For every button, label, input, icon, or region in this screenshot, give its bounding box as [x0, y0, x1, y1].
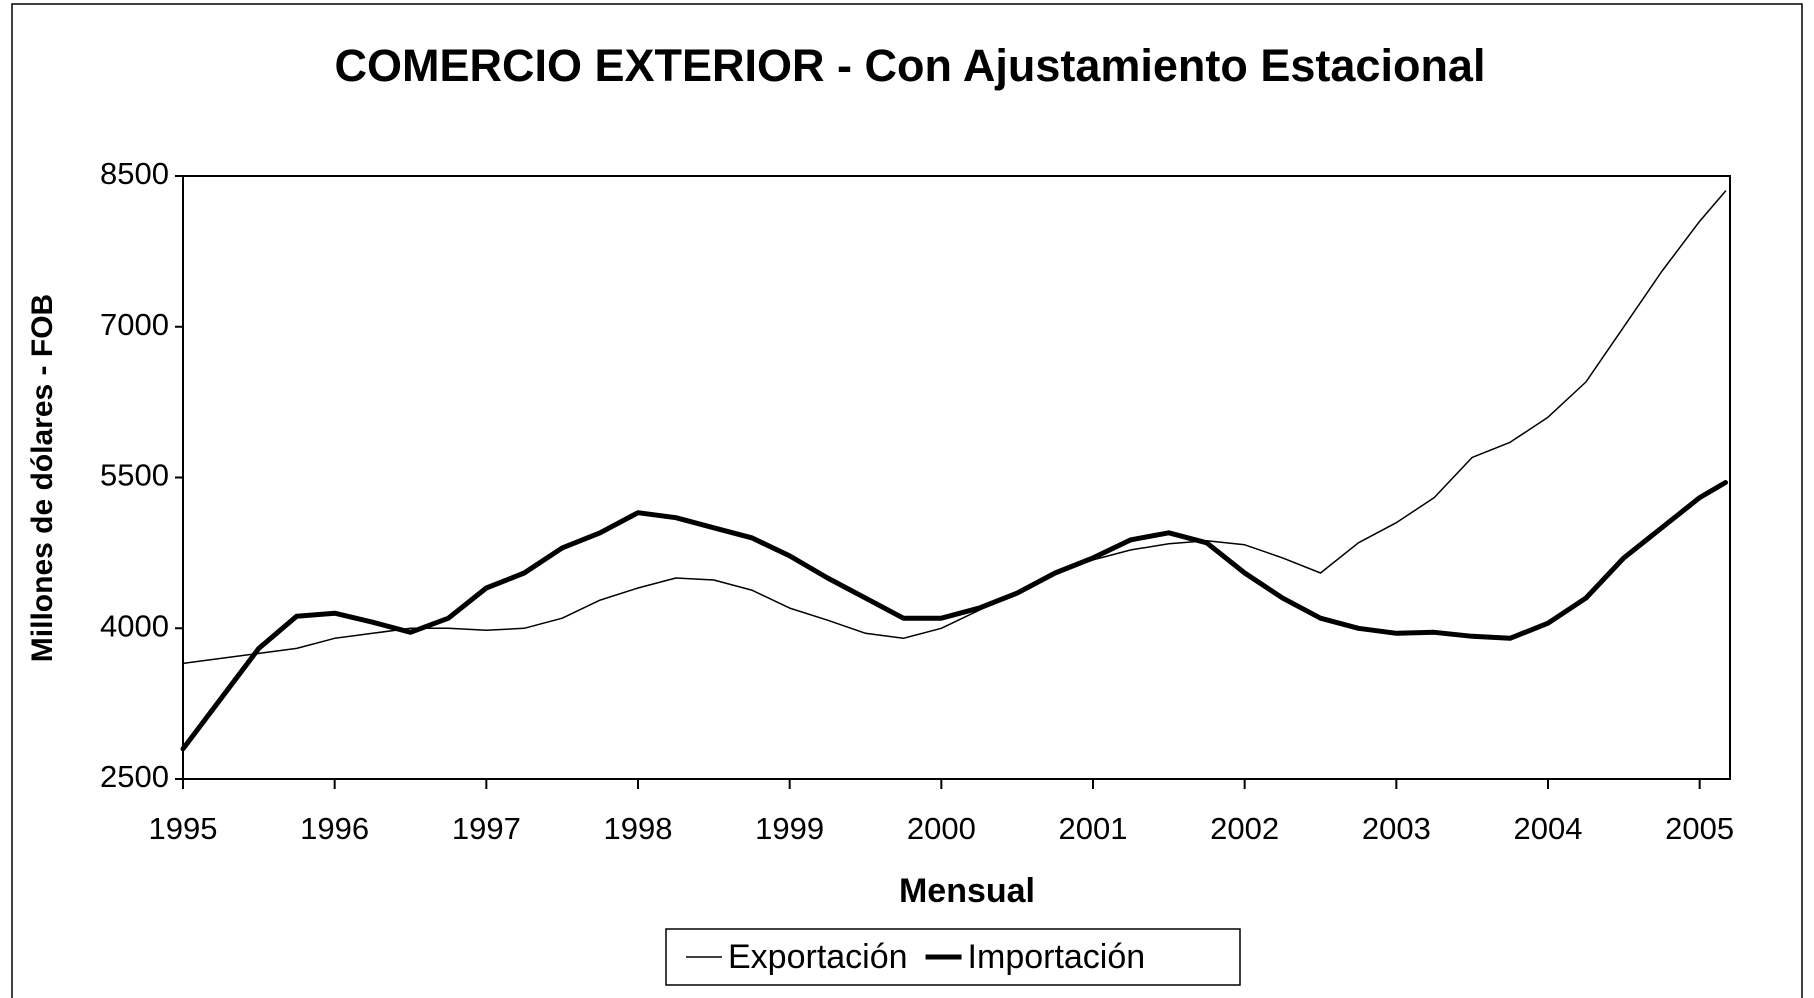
legend-label: Exportación [728, 938, 908, 976]
chart-frame [11, 3, 1803, 998]
y-tick-label: 2500 [100, 759, 169, 794]
x-tick-label: 1999 [755, 811, 824, 846]
y-axis-label: Millones de dólares - FOB [26, 294, 59, 662]
series-line [182, 190, 1727, 665]
x-tick-label: 2003 [1362, 811, 1431, 846]
x-axis-label: Mensual [899, 872, 1035, 910]
legend-label: Importación [968, 938, 1146, 976]
x-tick-label: 2005 [1665, 811, 1734, 846]
y-tick-label: 4000 [100, 608, 169, 643]
x-tick-label: 1995 [149, 811, 218, 846]
x-tick-label: 2001 [1059, 811, 1128, 846]
y-tick-label: 5500 [100, 458, 169, 493]
y-tick-label: 8500 [100, 156, 169, 191]
chart-title: COMERCIO EXTERIOR - Con Ajustamiento Est… [335, 40, 1486, 91]
series-line [180, 480, 1728, 752]
x-tick-label: 2000 [907, 811, 976, 846]
x-tick-label: 2002 [1210, 811, 1279, 846]
plot-area [182, 175, 1731, 780]
y-tick-label: 7000 [100, 307, 169, 342]
x-tick-label: 1997 [452, 811, 521, 846]
x-tick-label: 1996 [300, 811, 369, 846]
x-tick-label: 1998 [604, 811, 673, 846]
x-tick-label: 2004 [1514, 811, 1583, 846]
